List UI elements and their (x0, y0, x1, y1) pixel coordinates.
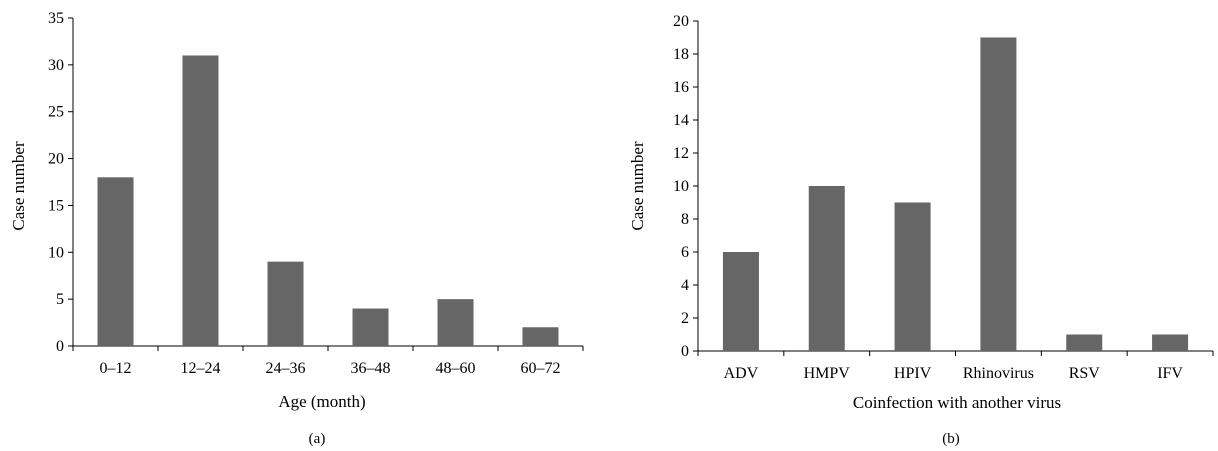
bar-a-24-36 (267, 261, 304, 346)
x-axis-title-a: Age (month) (278, 392, 365, 411)
y-tick-label-b: 18 (673, 46, 689, 63)
y-tick-label-b: 2 (681, 310, 689, 327)
bar-b-ifv (1152, 334, 1189, 351)
x-tick-label-b: ADV (724, 365, 759, 382)
x-tick-label-b: IFV (1157, 365, 1183, 382)
x-tick-label-a: 60–72 (521, 360, 561, 377)
panel-label-a: (a) (309, 431, 326, 447)
y-tick-label-b: 16 (673, 79, 689, 96)
bar-b-rsv (1066, 334, 1103, 351)
x-tick-label-a: 36–48 (351, 360, 391, 377)
y-tick-label-a: 25 (48, 104, 64, 121)
bar-a-60-72 (522, 327, 559, 346)
x-tick-label-b: Rhinovirus (963, 365, 1034, 382)
y-tick-label-b: 12 (673, 145, 689, 162)
y-tick-label-b: 20 (673, 13, 689, 30)
bar-a-48-60 (437, 299, 474, 346)
x-tick-label-b: HPIV (894, 365, 932, 382)
x-tick-label-b: RSV (1069, 365, 1101, 382)
x-axis-title-b: Coinfection with another virus (853, 393, 1061, 412)
panel-label-b: (b) (942, 431, 960, 447)
bar-b-rhinovirus (980, 37, 1017, 351)
bar-a-0-12 (97, 177, 134, 346)
y-tick-label-a: 20 (48, 151, 64, 168)
chart-panel-a: Case number Age (month) (a) 0 5 10 15 20 25 30… (9, 10, 584, 447)
x-tick-label-a: 12–24 (181, 360, 221, 377)
y-tick-label-b: 6 (681, 244, 689, 261)
bar-b-hpiv (894, 202, 931, 351)
x-tick-label-a: 0–12 (100, 360, 132, 377)
bar-b-adv (722, 252, 759, 351)
y-tick-label-a: 30 (48, 57, 64, 74)
y-axis-title-b: Case number (628, 141, 647, 231)
chart-panel-b: Case number Coinfection with another vir… (628, 13, 1214, 447)
y-tick-label-b: 10 (673, 178, 689, 195)
x-tick-label-b: HMPV (804, 365, 851, 382)
y-tick-label-b: 0 (681, 343, 689, 360)
bar-b-hmpv (808, 186, 845, 351)
y-tick-label-b: 4 (681, 277, 689, 294)
y-tick-label-a: 0 (56, 338, 64, 355)
y-axis-title-a: Case number (9, 141, 28, 231)
x-tick-label-a: 24–36 (266, 360, 306, 377)
x-tick-label-a: 48–60 (436, 360, 476, 377)
y-tick-label-b: 8 (681, 211, 689, 228)
y-tick-label-a: 5 (56, 291, 64, 308)
y-tick-label-a: 10 (48, 244, 64, 261)
y-tick-label-a: 35 (48, 10, 64, 27)
y-tick-label-a: 15 (48, 197, 64, 214)
y-tick-label-b: 14 (673, 112, 689, 129)
bar-a-36-48 (352, 308, 389, 346)
bar-a-12-24 (182, 55, 219, 346)
